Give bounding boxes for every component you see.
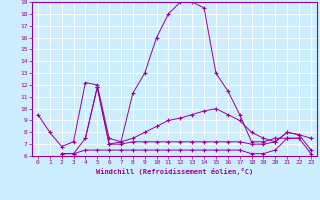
X-axis label: Windchill (Refroidissement éolien,°C): Windchill (Refroidissement éolien,°C) [96, 168, 253, 175]
